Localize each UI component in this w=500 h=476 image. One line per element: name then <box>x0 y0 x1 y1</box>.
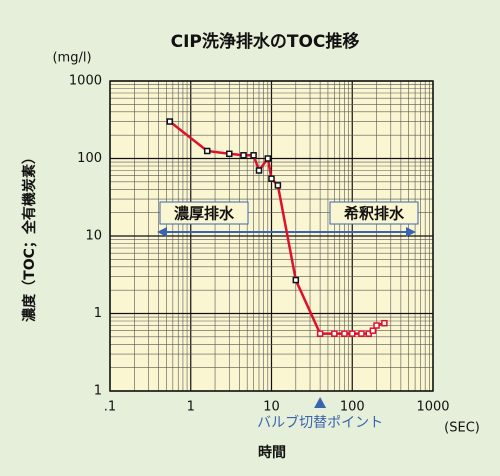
chart-title: CIP洗浄排水のTOC推移 <box>171 31 360 52</box>
x-tick-label: 1 <box>187 400 195 415</box>
plot-frame <box>109 80 434 392</box>
data-point <box>255 167 263 174</box>
x-tick-label: 1000 <box>416 400 449 415</box>
y-tick-label: 1 <box>94 306 102 321</box>
data-point <box>358 330 365 337</box>
x-tick-label: .1 <box>104 400 116 415</box>
data-point <box>166 118 174 125</box>
annotation: バルブ切替ポイント <box>257 414 383 431</box>
data-point <box>331 330 338 337</box>
x-unit: (SEC) <box>444 421 480 436</box>
data-point <box>316 330 324 337</box>
y-tick-label: 1 <box>94 384 102 399</box>
x-axis-label: 時間 <box>258 444 286 461</box>
label-box <box>329 201 419 225</box>
annotation: 濃厚排水 <box>174 205 235 223</box>
label-box <box>159 201 249 225</box>
data-point <box>264 155 272 162</box>
data-point <box>373 322 380 329</box>
arrow-head <box>157 227 167 237</box>
y-unit: (mg/l) <box>52 51 91 66</box>
y-tick-label: 100 <box>77 151 102 166</box>
grid <box>109 80 434 392</box>
data-point <box>381 319 388 327</box>
y-tick-label: 1000 <box>69 74 102 89</box>
data-point <box>349 330 356 337</box>
data-point <box>369 327 377 334</box>
data-point <box>203 147 211 155</box>
annotation: 希釈排水 <box>344 205 405 223</box>
data-point <box>226 150 233 158</box>
data-point <box>292 276 300 284</box>
data-point <box>250 152 257 159</box>
range-arrow: 濃厚排水 希釈排水 <box>157 201 419 237</box>
valve-marker <box>314 397 327 408</box>
y-tick-label: 10 <box>85 229 102 244</box>
data-point <box>341 330 348 337</box>
x-tick-label: 100 <box>340 400 365 415</box>
data-point <box>268 175 275 182</box>
y-axis-label: 濃度（TOC；全有機炭素） <box>21 150 38 322</box>
data-point <box>240 152 247 159</box>
x-tick-label: 10 <box>263 400 280 415</box>
arrow-head <box>406 227 416 237</box>
data-point <box>274 182 282 189</box>
